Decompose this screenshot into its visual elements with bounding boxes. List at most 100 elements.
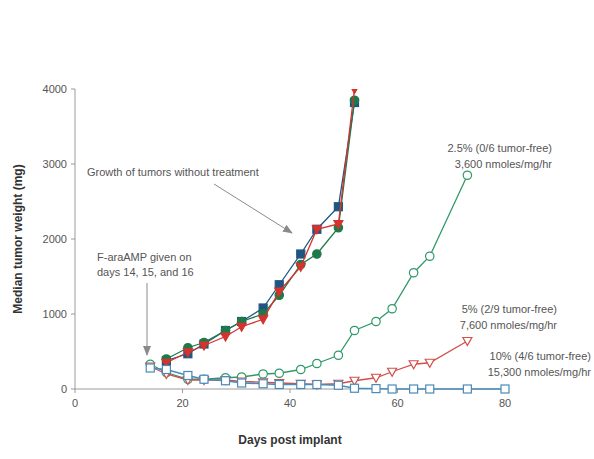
point <box>259 316 268 324</box>
series <box>162 96 359 363</box>
annotation: days 14, 15, and 16 <box>97 266 194 278</box>
point <box>184 372 192 380</box>
point <box>312 226 321 234</box>
point <box>297 250 305 258</box>
point <box>388 385 396 393</box>
x-tick-label: 0 <box>72 397 78 409</box>
point <box>334 351 342 359</box>
point <box>372 317 380 325</box>
annotation: F-araAMP given on <box>97 251 192 263</box>
point <box>275 381 283 389</box>
annotation: Growth of tumors without treatment <box>87 166 259 178</box>
point <box>297 381 305 389</box>
series-line <box>166 89 354 363</box>
y-tick-label: 2000 <box>43 233 67 245</box>
point <box>296 380 305 388</box>
series-line <box>166 100 354 359</box>
y-tick <box>71 389 75 390</box>
point <box>296 263 305 271</box>
point <box>146 364 154 372</box>
point <box>463 385 471 393</box>
series <box>162 99 358 365</box>
series-label: 5% (2/9 tumor-free) <box>462 303 557 315</box>
point <box>162 366 170 374</box>
series-line <box>150 368 505 389</box>
point <box>259 380 267 388</box>
y-tick-label: 1000 <box>43 308 67 320</box>
point <box>221 377 230 385</box>
point <box>259 379 268 387</box>
point <box>334 380 343 388</box>
plot-area <box>146 89 509 393</box>
point <box>501 385 509 393</box>
point <box>183 349 192 357</box>
point <box>463 171 471 179</box>
point <box>410 385 418 393</box>
x-tick-label: 20 <box>176 397 188 409</box>
point <box>200 375 208 383</box>
point <box>238 379 246 387</box>
point <box>426 252 434 260</box>
x-axis-label: Days post implant <box>238 433 341 447</box>
chart: 0 20 40 60 80 0 1000 2000 3000 4000 Days post impl… <box>0 0 594 459</box>
series <box>146 338 472 390</box>
y-tick <box>71 314 75 315</box>
series-dose-rate: 15,300 nmoles/mg/hr <box>488 366 592 378</box>
point <box>463 338 472 346</box>
series-line <box>150 175 467 379</box>
point <box>372 385 380 393</box>
series <box>162 89 359 367</box>
point <box>312 381 321 389</box>
point <box>350 89 359 94</box>
point <box>409 361 418 369</box>
y-tick-label: 0 <box>61 383 67 395</box>
point <box>426 385 434 393</box>
point <box>275 288 284 296</box>
annotation-arrow <box>214 184 292 233</box>
x-tick-label: 40 <box>284 397 296 409</box>
point <box>237 323 246 331</box>
series-label: 2.5% (0/6 tumor-free) <box>447 142 552 154</box>
point <box>222 377 230 385</box>
point <box>388 305 396 313</box>
series <box>146 364 509 393</box>
y-tick <box>71 164 75 165</box>
y-tick-label: 4000 <box>43 83 67 95</box>
point <box>275 380 284 388</box>
point <box>334 381 342 389</box>
point <box>200 375 208 383</box>
point <box>297 365 305 373</box>
x-tick-label: 60 <box>391 397 403 409</box>
x-tick-label: 80 <box>499 397 511 409</box>
point <box>350 326 358 334</box>
point <box>221 333 230 341</box>
series-dose-rate: 7,600 nmoles/mg/hr <box>460 319 558 331</box>
point <box>350 96 358 104</box>
point <box>372 374 381 382</box>
series <box>146 171 472 383</box>
series-label: 10% (4/6 tumor-free) <box>490 350 591 362</box>
annotation-arrow <box>147 283 148 355</box>
x-tick <box>290 389 291 393</box>
y-tick <box>71 239 75 240</box>
point <box>313 381 321 389</box>
series-dose-rate: 3,600 nmoles/mg/hr <box>455 158 553 170</box>
series-line <box>166 103 354 361</box>
point <box>313 225 321 233</box>
point <box>313 359 321 367</box>
point <box>409 269 417 277</box>
point <box>237 378 246 386</box>
point <box>334 221 343 229</box>
point <box>275 369 283 377</box>
point <box>351 384 359 392</box>
x-tick <box>75 389 76 393</box>
y-tick <box>71 89 75 90</box>
y-tick-label: 3000 <box>43 158 67 170</box>
point <box>259 370 267 378</box>
x-tick <box>182 389 183 393</box>
y-axis-label: Median tumor weight (mg) <box>11 164 25 313</box>
point <box>388 368 397 376</box>
point <box>425 359 434 367</box>
point <box>313 250 321 258</box>
point <box>146 363 155 371</box>
